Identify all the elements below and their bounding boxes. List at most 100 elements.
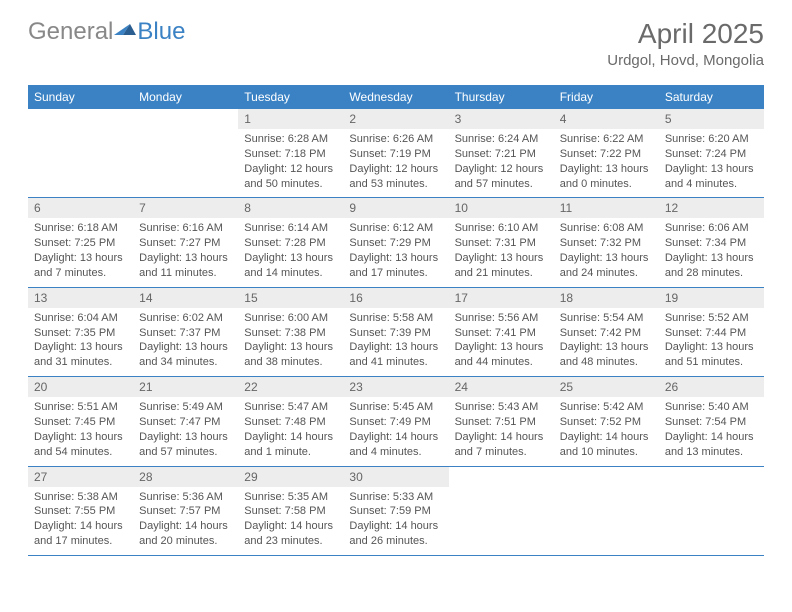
day-details: Sunrise: 5:42 AMSunset: 7:52 PMDaylight:… [554,397,659,465]
calendar-cell: 19Sunrise: 5:52 AMSunset: 7:44 PMDayligh… [659,288,764,376]
day-details: Sunrise: 5:40 AMSunset: 7:54 PMDaylight:… [659,397,764,465]
sunset-text: Sunset: 7:41 PM [455,326,548,341]
daylight-text: Daylight: 14 hours and 4 minutes. [349,430,442,460]
daylight-text: Daylight: 13 hours and 41 minutes. [349,340,442,370]
day-details: Sunrise: 6:24 AMSunset: 7:21 PMDaylight:… [449,129,554,197]
sunrise-text: Sunrise: 5:38 AM [34,490,127,505]
sunrise-text: Sunrise: 6:22 AM [560,132,653,147]
calendar-cell: 11Sunrise: 6:08 AMSunset: 7:32 PMDayligh… [554,198,659,286]
day-number: 12 [659,198,764,218]
calendar-cell: . [554,467,659,555]
day-details: Sunrise: 5:43 AMSunset: 7:51 PMDaylight:… [449,397,554,465]
calendar-cell: 28Sunrise: 5:36 AMSunset: 7:57 PMDayligh… [133,467,238,555]
sunset-text: Sunset: 7:47 PM [139,415,232,430]
day-number: 5 [659,109,764,129]
calendar-cell: 2Sunrise: 6:26 AMSunset: 7:19 PMDaylight… [343,109,448,197]
calendar-cell: 12Sunrise: 6:06 AMSunset: 7:34 PMDayligh… [659,198,764,286]
calendar-cell: 6Sunrise: 6:18 AMSunset: 7:25 PMDaylight… [28,198,133,286]
day-details: Sunrise: 6:22 AMSunset: 7:22 PMDaylight:… [554,129,659,197]
calendar-cell: 7Sunrise: 6:16 AMSunset: 7:27 PMDaylight… [133,198,238,286]
calendar: Sunday Monday Tuesday Wednesday Thursday… [28,85,764,556]
day-number: 11 [554,198,659,218]
calendar-cell: 5Sunrise: 6:20 AMSunset: 7:24 PMDaylight… [659,109,764,197]
flag-icon [114,18,136,46]
calendar-weeks: .. 1Sunrise: 6:28 AMSunset: 7:18 PMDaylig… [28,109,764,556]
sunrise-text: Sunrise: 5:42 AM [560,400,653,415]
sunset-text: Sunset: 7:52 PM [560,415,653,430]
calendar-week-row: 6Sunrise: 6:18 AMSunset: 7:25 PMDaylight… [28,198,764,287]
sunrise-text: Sunrise: 5:52 AM [665,311,758,326]
calendar-cell: 10Sunrise: 6:10 AMSunset: 7:31 PMDayligh… [449,198,554,286]
daylight-text: Daylight: 13 hours and 4 minutes. [665,162,758,192]
calendar-cell: 20Sunrise: 5:51 AMSunset: 7:45 PMDayligh… [28,377,133,465]
day-details: Sunrise: 6:26 AMSunset: 7:19 PMDaylight:… [343,129,448,197]
day-number: 8 [238,198,343,218]
sunrise-text: Sunrise: 6:16 AM [139,221,232,236]
calendar-cell: 25Sunrise: 5:42 AMSunset: 7:52 PMDayligh… [554,377,659,465]
day-details: Sunrise: 6:06 AMSunset: 7:34 PMDaylight:… [659,218,764,286]
sunrise-text: Sunrise: 5:56 AM [455,311,548,326]
day-details: Sunrise: 6:14 AMSunset: 7:28 PMDaylight:… [238,218,343,286]
calendar-cell: 4Sunrise: 6:22 AMSunset: 7:22 PMDaylight… [554,109,659,197]
day-details: Sunrise: 6:00 AMSunset: 7:38 PMDaylight:… [238,308,343,376]
sunrise-text: Sunrise: 6:24 AM [455,132,548,147]
sunset-text: Sunset: 7:45 PM [34,415,127,430]
day-number: 6 [28,198,133,218]
sunset-text: Sunset: 7:21 PM [455,147,548,162]
sunrise-text: Sunrise: 6:08 AM [560,221,653,236]
sunset-text: Sunset: 7:18 PM [244,147,337,162]
day-number: 2 [343,109,448,129]
daylight-text: Daylight: 13 hours and 48 minutes. [560,340,653,370]
day-details: Sunrise: 5:47 AMSunset: 7:48 PMDaylight:… [238,397,343,465]
calendar-cell: 26Sunrise: 5:40 AMSunset: 7:54 PMDayligh… [659,377,764,465]
day-number: 27 [28,467,133,487]
day-header-cell: Wednesday [343,85,448,109]
daylight-text: Daylight: 13 hours and 38 minutes. [244,340,337,370]
sunset-text: Sunset: 7:32 PM [560,236,653,251]
daylight-text: Daylight: 13 hours and 57 minutes. [139,430,232,460]
calendar-week-row: 13 Sunrise: 6:04 AMSunset: 7:35 PM Dayligh… [28,288,764,377]
calendar-cell: . [28,109,133,197]
day-number: 29 [238,467,343,487]
sunset-text: Sunset: 7:59 PM [349,504,442,519]
daylight-text: Daylight: 13 hours and 44 minutes. [455,340,548,370]
sunset-text: Sunset: 7:19 PM [349,147,442,162]
daylight-text: Daylight: 14 hours and 23 minutes. [244,519,337,549]
calendar-cell: 22Sunrise: 5:47 AMSunset: 7:48 PMDayligh… [238,377,343,465]
calendar-cell: 23Sunrise: 5:45 AMSunset: 7:49 PMDayligh… [343,377,448,465]
sunrise-text: Sunrise: 6:14 AM [244,221,337,236]
sunset-text: Sunset: 7:25 PM [34,236,127,251]
calendar-cell: 17Sunrise: 5:56 AMSunset: 7:41 PMDayligh… [449,288,554,376]
daylight-text: Daylight: 13 hours and 21 minutes. [455,251,548,281]
day-header-cell: Monday [133,85,238,109]
sunrise-text: Sunrise: 6:20 AM [665,132,758,147]
day-details: Sunrise: 6:18 AMSunset: 7:25 PMDaylight:… [28,218,133,286]
calendar-cell: 9Sunrise: 6:12 AMSunset: 7:29 PMDaylight… [343,198,448,286]
daylight-text: Daylight: 13 hours and 17 minutes. [349,251,442,281]
logo: General Blue [28,18,185,46]
daylight-text: Daylight: 13 hours and 7 minutes. [34,251,127,281]
calendar-cell: 27Sunrise: 5:38 AMSunset: 7:55 PMDayligh… [28,467,133,555]
sunrise-text: Sunrise: 5:51 AM [34,400,127,415]
day-number: 3 [449,109,554,129]
day-number: 28 [133,467,238,487]
day-number: 25 [554,377,659,397]
day-number: 13 [28,288,133,308]
day-number: 7 [133,198,238,218]
calendar-cell: 1Sunrise: 6:28 AMSunset: 7:18 PMDaylight… [238,109,343,197]
day-details: Sunrise: 5:45 AMSunset: 7:49 PMDaylight:… [343,397,448,465]
sunrise-text: Sunrise: 6:18 AM [34,221,127,236]
day-header-row: Sunday Monday Tuesday Wednesday Thursday… [28,85,764,109]
sunset-text: Sunset: 7:35 PM [34,326,127,341]
day-number: 9 [343,198,448,218]
sunset-text: Sunset: 7:44 PM [665,326,758,341]
day-details: Sunrise: 5:38 AMSunset: 7:55 PMDaylight:… [28,487,133,555]
daylight-text: Daylight: 13 hours and 51 minutes. [665,340,758,370]
sunset-text: Sunset: 7:51 PM [455,415,548,430]
sunrise-text: Sunrise: 6:04 AM [34,311,127,326]
sunrise-text: Sunrise: 5:45 AM [349,400,442,415]
sunset-text: Sunset: 7:42 PM [560,326,653,341]
sunrise-text: Sunrise: 6:12 AM [349,221,442,236]
sunrise-text: Sunrise: 6:06 AM [665,221,758,236]
calendar-cell: 15Sunrise: 6:00 AMSunset: 7:38 PMDayligh… [238,288,343,376]
